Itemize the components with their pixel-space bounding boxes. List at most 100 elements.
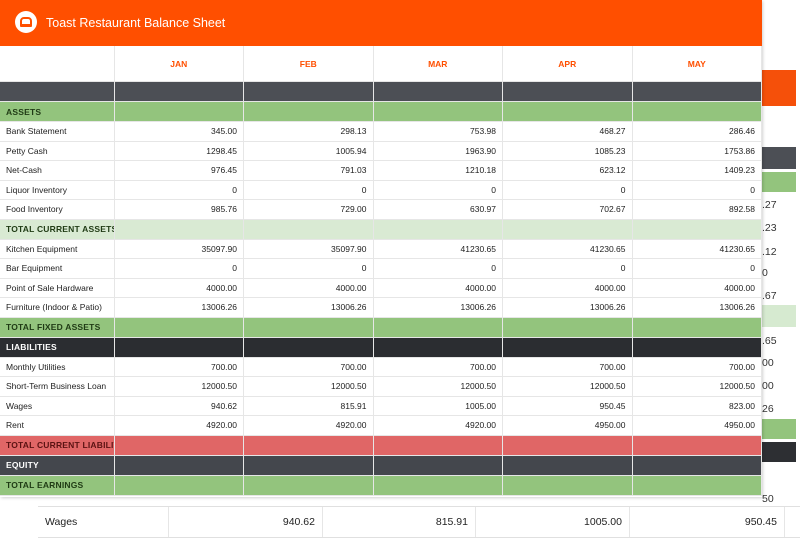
value-cell[interactable]: 0 xyxy=(632,258,762,279)
value-cell[interactable]: 12000.50 xyxy=(114,376,244,397)
background-row-value: 1005.00 xyxy=(476,507,630,537)
value-cell[interactable]: 41230.65 xyxy=(373,239,503,259)
value-cell[interactable]: 12000.50 xyxy=(373,376,503,397)
value-cell[interactable]: 0 xyxy=(373,180,503,200)
value-cell[interactable]: 13006.26 xyxy=(243,297,374,318)
value-cell[interactable]: 12000.50 xyxy=(243,376,374,397)
background-edge-value: 00 xyxy=(762,357,774,369)
table-row: Monthly Utilities 700.00 700.00 700.00 700.0… xyxy=(0,357,762,377)
section-band: TOTAL EARNINGS xyxy=(0,475,762,496)
value-cell[interactable]: 0 xyxy=(373,258,503,279)
value-cell[interactable]: 0 xyxy=(243,258,374,279)
value-cell[interactable]: 0 xyxy=(114,180,244,200)
band-cell xyxy=(632,455,762,476)
value-cell[interactable]: 623.12 xyxy=(502,160,633,181)
row-label[interactable]: Kitchen Equipment xyxy=(0,239,115,259)
value-cell[interactable]: 4000.00 xyxy=(243,278,374,298)
value-cell[interactable]: 0 xyxy=(502,180,633,200)
month-header[interactable]: MAR xyxy=(373,46,503,82)
row-label[interactable]: Liquor Inventory xyxy=(0,180,115,200)
value-cell[interactable]: 4000.00 xyxy=(632,278,762,298)
value-cell[interactable]: 41230.65 xyxy=(632,239,762,259)
value-cell[interactable]: 345.00 xyxy=(114,121,244,142)
value-cell[interactable]: 0 xyxy=(243,180,374,200)
row-label[interactable]: Net-Cash xyxy=(0,160,115,181)
value-cell[interactable]: 35097.90 xyxy=(114,239,244,259)
value-cell[interactable]: 892.58 xyxy=(632,199,762,220)
value-cell[interactable]: 4950.00 xyxy=(502,415,633,436)
value-cell[interactable]: 985.76 xyxy=(114,199,244,220)
value-cell[interactable]: 1210.18 xyxy=(373,160,503,181)
value-cell[interactable]: 4920.00 xyxy=(243,415,374,436)
background-row-value: 940.62 xyxy=(169,507,323,537)
month-header[interactable]: FEB xyxy=(243,46,374,82)
value-cell[interactable]: 4920.00 xyxy=(373,415,503,436)
value-cell[interactable]: 940.62 xyxy=(114,396,244,416)
section-band: TOTAL CURRENT ASSETS xyxy=(0,219,762,240)
value-cell[interactable]: 702.67 xyxy=(502,199,633,220)
balance-table: JAN FEB MAR APR MAY ASSETS Bank Statement… xyxy=(0,46,762,496)
value-cell[interactable]: 791.03 xyxy=(243,160,374,181)
value-cell[interactable]: 468.27 xyxy=(502,121,633,142)
row-label[interactable]: Petty Cash xyxy=(0,141,115,161)
value-cell[interactable]: 1753.86 xyxy=(632,141,762,161)
row-label[interactable]: Bank Statement xyxy=(0,121,115,142)
value-cell[interactable]: 950.45 xyxy=(502,396,633,416)
balance-sheet: Toast Restaurant Balance Sheet JAN FEB M… xyxy=(0,0,762,497)
value-cell[interactable]: 0 xyxy=(114,258,244,279)
row-label[interactable]: Bar Equipment xyxy=(0,258,115,279)
background-row-value: 815.91 xyxy=(323,507,476,537)
value-cell[interactable]: 976.45 xyxy=(114,160,244,181)
value-cell[interactable]: 630.97 xyxy=(373,199,503,220)
value-cell[interactable]: 700.00 xyxy=(114,357,244,377)
value-cell[interactable]: 4950.00 xyxy=(632,415,762,436)
value-cell[interactable]: 35097.90 xyxy=(243,239,374,259)
value-cell[interactable]: 286.46 xyxy=(632,121,762,142)
value-cell[interactable]: 4920.00 xyxy=(114,415,244,436)
value-cell[interactable]: 4000.00 xyxy=(373,278,503,298)
month-header[interactable]: APR xyxy=(502,46,633,82)
value-cell[interactable]: 700.00 xyxy=(632,357,762,377)
table-row: Short-Term Business Loan 12000.50 12000.50… xyxy=(0,376,762,397)
row-label[interactable]: Point of Sale Hardware xyxy=(0,278,115,298)
value-cell[interactable]: 13006.26 xyxy=(373,297,503,318)
row-label[interactable]: Short-Term Business Loan xyxy=(0,376,115,397)
value-cell[interactable]: 700.00 xyxy=(243,357,374,377)
value-cell[interactable]: 823.00 xyxy=(632,396,762,416)
value-cell[interactable]: 13006.26 xyxy=(502,297,633,318)
value-cell[interactable]: 12000.50 xyxy=(632,376,762,397)
row-label[interactable]: Food Inventory xyxy=(0,199,115,220)
value-cell[interactable]: 41230.65 xyxy=(502,239,633,259)
row-label[interactable]: Rent xyxy=(0,415,115,436)
month-header[interactable]: MAY xyxy=(632,46,762,82)
value-cell[interactable]: 298.13 xyxy=(243,121,374,142)
value-cell[interactable]: 0 xyxy=(502,258,633,279)
row-label[interactable]: Furniture (Indoor & Patio) xyxy=(0,297,115,318)
value-cell[interactable]: 1963.90 xyxy=(373,141,503,161)
value-cell[interactable]: 12000.50 xyxy=(502,376,633,397)
value-cell[interactable]: 13006.26 xyxy=(632,297,762,318)
background-wages-row: Wages 940.62 815.91 1005.00 950.45 xyxy=(38,506,800,538)
background-row-value: 950.45 xyxy=(630,507,785,537)
band-cell xyxy=(502,81,633,102)
band-cell xyxy=(114,317,244,338)
value-cell[interactable]: 1085.23 xyxy=(502,141,633,161)
value-cell[interactable]: 4000.00 xyxy=(502,278,633,298)
row-label[interactable]: Monthly Utilities xyxy=(0,357,115,377)
row-label[interactable]: Wages xyxy=(0,396,115,416)
value-cell[interactable]: 13006.26 xyxy=(114,297,244,318)
value-cell[interactable]: 0 xyxy=(632,180,762,200)
value-cell[interactable]: 753.98 xyxy=(373,121,503,142)
value-cell[interactable]: 4000.00 xyxy=(114,278,244,298)
value-cell[interactable]: 1005.94 xyxy=(243,141,374,161)
month-header[interactable]: JAN xyxy=(114,46,244,82)
value-cell[interactable]: 700.00 xyxy=(373,357,503,377)
value-cell[interactable]: 729.00 xyxy=(243,199,374,220)
value-cell[interactable]: 1005.00 xyxy=(373,396,503,416)
value-cell[interactable]: 1298.45 xyxy=(114,141,244,161)
band-cell xyxy=(502,337,633,358)
value-cell[interactable]: 815.91 xyxy=(243,396,374,416)
value-cell[interactable]: 700.00 xyxy=(502,357,633,377)
value-cell[interactable]: 1409.23 xyxy=(632,160,762,181)
